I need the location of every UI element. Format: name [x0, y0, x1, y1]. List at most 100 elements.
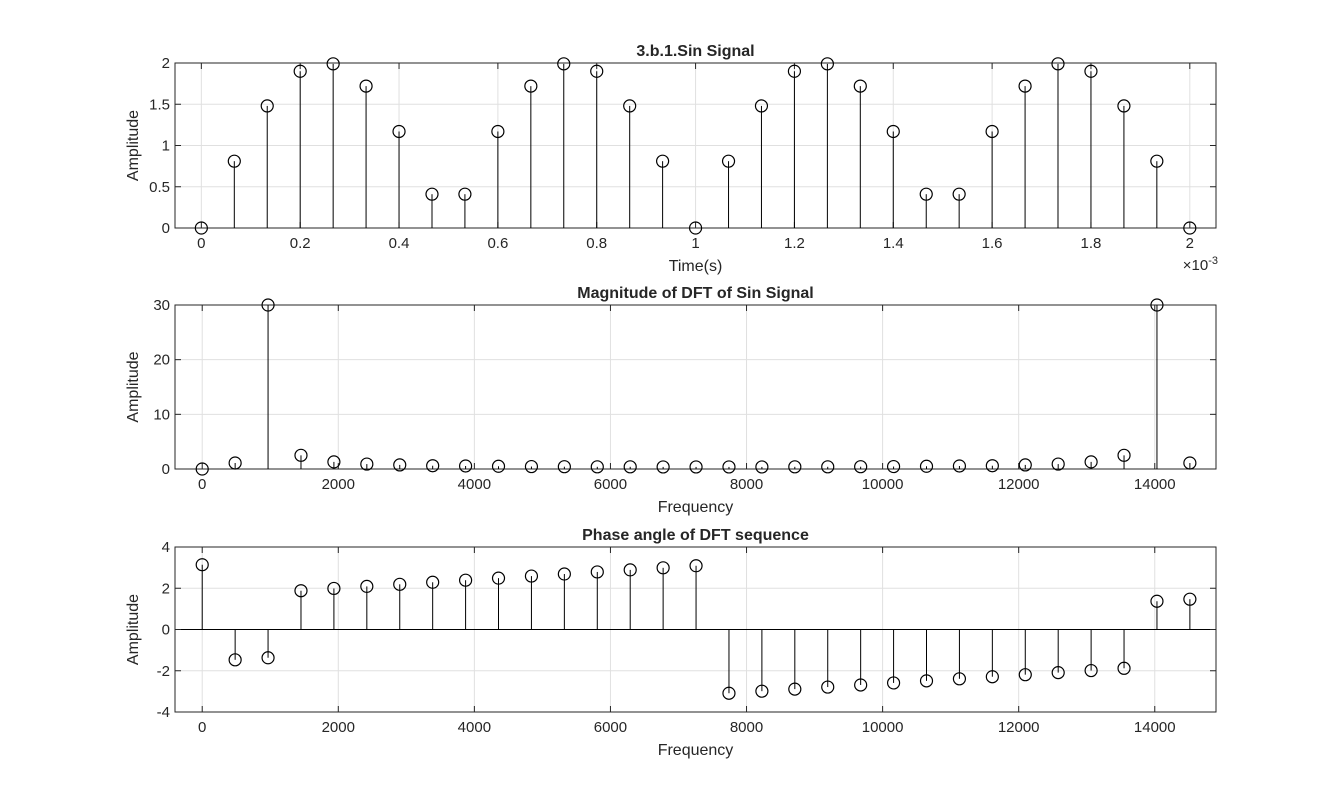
- stem-marker: [195, 558, 209, 572]
- x-tick-label: 1.6: [982, 235, 1003, 252]
- stem-marker: [985, 124, 999, 139]
- stem-marker: [426, 575, 440, 589]
- stem-marker: [754, 99, 769, 113]
- stem-marker: [1084, 663, 1098, 678]
- stem-marker: [426, 459, 440, 473]
- stem-marker: [1084, 455, 1098, 469]
- stem-marker: [458, 459, 473, 473]
- stem-marker: [392, 124, 406, 139]
- plot-area: [175, 305, 1216, 469]
- stem-marker: [557, 460, 571, 474]
- stem-marker: [722, 460, 736, 474]
- stem-marker: [919, 187, 933, 201]
- stem-marker: [590, 460, 604, 474]
- dft-phase-plot: 0 2000 4000 6000 8000 10000 12000 14000 -4 -2 0 2 4 P…: [125, 527, 1217, 759]
- y-tick-label: 0: [162, 622, 170, 639]
- stem-marker: [721, 154, 736, 168]
- stem-marker: [820, 57, 834, 71]
- y-axis-label: Amplitude: [125, 351, 142, 422]
- x-tick-label: 4000: [458, 719, 491, 736]
- x-tick-label: 12000: [998, 476, 1040, 493]
- stem-marker: [524, 79, 538, 93]
- stem-marker: [985, 670, 999, 684]
- stem-marker: [1150, 594, 1164, 608]
- stem-marker: [360, 457, 374, 471]
- stem-marker: [294, 584, 308, 598]
- stem-marker: [952, 187, 966, 201]
- stem-marker: [557, 57, 571, 71]
- x-tick-label: 10000: [862, 476, 904, 493]
- stem-marker: [854, 460, 868, 474]
- stem-marker: [919, 459, 934, 473]
- y-tick-label: 1: [162, 138, 170, 155]
- dft-magnitude-plot: 0 2000 4000 6000 8000 10000 12000 14000 0 10 20 30 M…: [125, 285, 1217, 516]
- stem-marker: [853, 79, 867, 93]
- x-tick-label: 0: [197, 235, 205, 252]
- stem-marker: [787, 64, 802, 78]
- x-tick-label: 4000: [458, 476, 491, 493]
- y-tick-label: -2: [157, 663, 170, 680]
- stem-marker: [393, 577, 407, 591]
- stem-marker: [458, 573, 473, 587]
- stem-marker: [1018, 458, 1032, 472]
- x-tick-label: 6000: [594, 719, 627, 736]
- stem-marker: [886, 676, 901, 690]
- stem-marker: [327, 455, 341, 469]
- stem-marker: [1051, 457, 1065, 471]
- stem-marker: [688, 221, 703, 235]
- stem-marker: [985, 459, 999, 473]
- stem-marker: [1117, 661, 1131, 675]
- x-tick-label: 2000: [322, 719, 355, 736]
- chart-title: 3.b.1.Sin Signal: [636, 43, 754, 60]
- chart-title: Magnitude of DFT of Sin Signal: [577, 285, 813, 302]
- stem-marker: [886, 124, 900, 139]
- stem-marker: [722, 686, 736, 700]
- y-tick-label: 1.5: [149, 96, 170, 113]
- y-axis-label: Amplitude: [125, 594, 142, 665]
- stem-marker: [590, 565, 604, 579]
- x-tick-label: 6000: [594, 476, 627, 493]
- stem-marker: [228, 456, 242, 470]
- x-tick-label: 1: [691, 235, 699, 252]
- x-tick-label: 8000: [730, 719, 763, 736]
- stem-marker: [656, 154, 670, 168]
- stem-marker: [393, 458, 407, 472]
- stem-marker: [1018, 79, 1032, 93]
- x-tick-label: 10000: [862, 719, 904, 736]
- stem-marker: [458, 187, 472, 201]
- stem-marker: [261, 298, 275, 312]
- stem-marker: [326, 57, 340, 71]
- x-tick-label: 0: [198, 719, 206, 736]
- stem-marker: [1150, 154, 1164, 168]
- x-tick-label: 2000: [322, 476, 355, 493]
- x-tick-label: 1.4: [883, 235, 904, 252]
- stem-marker: [1183, 592, 1197, 606]
- stem-marker: [195, 462, 209, 476]
- stem-marker: [656, 460, 670, 474]
- x-tick-label: 8000: [730, 476, 763, 493]
- stem-marker: [886, 459, 901, 474]
- stem-marker: [1183, 456, 1197, 470]
- y-tick-label: 10: [153, 406, 170, 423]
- y-tick-label: 0: [162, 461, 170, 478]
- x-tick-label: 12000: [998, 719, 1040, 736]
- stem-marker: [194, 221, 208, 235]
- stem-marker: [491, 124, 505, 139]
- x-tick-label: 14000: [1134, 719, 1176, 736]
- x-tick-label: 14000: [1134, 476, 1176, 493]
- stem-marker: [491, 459, 506, 473]
- stem-marker: [821, 680, 835, 694]
- stem-marker: [623, 99, 637, 113]
- stem-marker: [788, 460, 802, 474]
- y-tick-label: 4: [162, 539, 170, 556]
- stem-marker: [293, 64, 307, 78]
- stem-marker: [1183, 221, 1197, 235]
- x-axis-label: Frequency: [658, 499, 734, 516]
- x-tick-label: 2: [1186, 235, 1194, 252]
- stem-marker: [294, 448, 308, 462]
- stem-marker: [1018, 668, 1032, 682]
- stem-marker: [952, 672, 967, 686]
- x-tick-label: 0.8: [586, 235, 607, 252]
- stem-marker: [1150, 298, 1164, 312]
